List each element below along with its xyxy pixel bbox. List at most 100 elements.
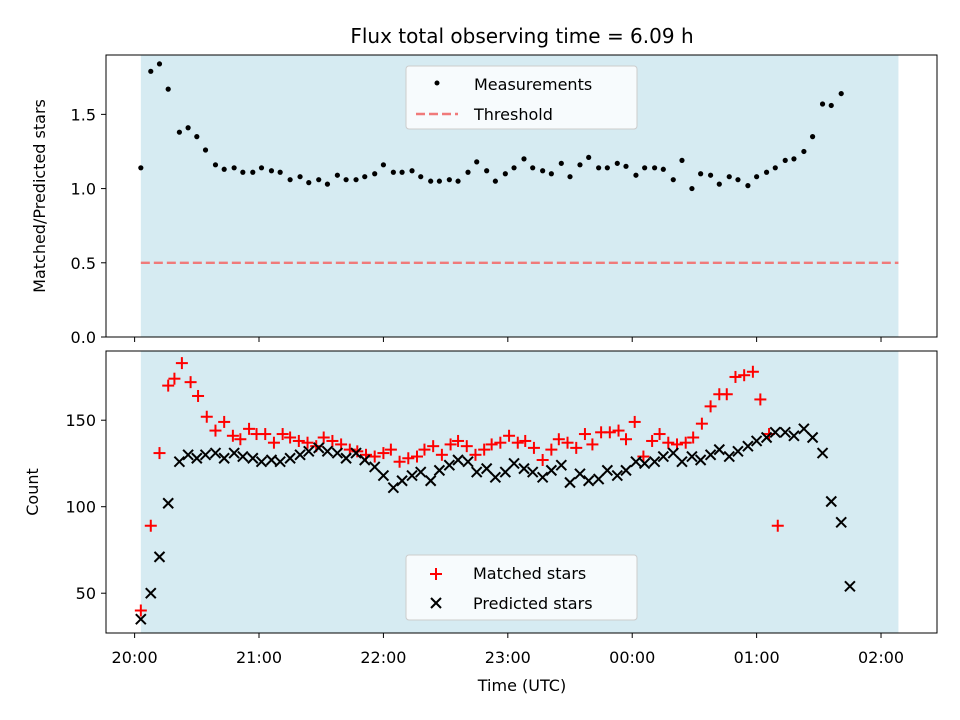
matched-star-point — [662, 436, 675, 449]
legend-measurements-marker — [434, 80, 440, 86]
measurement-point — [492, 178, 498, 184]
predicted-star-point — [265, 454, 278, 466]
measurement-point — [176, 129, 182, 135]
matched-star-point — [637, 450, 650, 463]
predicted-star-point — [769, 426, 781, 439]
measurement-point — [277, 169, 283, 175]
predicted-star-point — [835, 516, 847, 528]
matched-star-point — [586, 438, 599, 451]
matched-star-point — [317, 431, 330, 444]
bottom-x-tick-label: 22:00 — [360, 648, 406, 667]
measurement-point — [596, 165, 602, 171]
predicted-star-point — [303, 445, 315, 458]
predicted-star-point — [162, 497, 174, 509]
matched-star-point — [326, 434, 339, 447]
top-legend: Measurements Threshold — [405, 65, 638, 130]
measurement-point — [287, 177, 293, 183]
measurement-point — [679, 157, 685, 163]
measurement-point — [689, 185, 695, 192]
matched-star-point — [184, 376, 197, 389]
measurement-point — [484, 168, 490, 174]
measurement-point — [670, 177, 676, 183]
matched-star-point — [687, 431, 700, 444]
predicted-star-point — [313, 442, 325, 454]
measurement-point — [614, 160, 620, 166]
bottom-x-tick-label: 21:00 — [236, 648, 282, 667]
predicted-star-point — [676, 456, 688, 468]
measurement-point — [623, 163, 629, 169]
measurement-point — [202, 147, 209, 153]
predicted-star-point — [173, 456, 186, 468]
measurement-point — [306, 180, 312, 186]
matched-star-point — [545, 443, 558, 456]
matched-star-point — [738, 369, 751, 382]
predicted-star-point — [844, 580, 856, 592]
matched-star-point — [695, 417, 708, 430]
matched-star-point — [771, 519, 784, 532]
predicted-star-point — [247, 452, 259, 464]
predicted-star-point — [274, 456, 286, 468]
measurement-point — [548, 171, 554, 177]
measurement-point — [362, 174, 368, 180]
predicted-star-point — [648, 456, 661, 468]
predicted-star-point — [396, 475, 408, 487]
matched-star-point — [276, 428, 289, 441]
matched-star-point — [503, 429, 516, 442]
bottom-y-axis-label: Count — [23, 468, 42, 516]
measurement-point — [343, 177, 349, 183]
predicted-star-point — [779, 426, 791, 439]
matched-star-point — [427, 440, 440, 453]
bottom-x-axis-label: Time (UTC) — [477, 676, 566, 695]
matched-star-point — [218, 415, 231, 428]
measurement-point — [502, 171, 508, 177]
predicted-star-point — [237, 450, 249, 463]
predicted-star-point — [471, 466, 483, 478]
bottom-y-tick-label: 100 — [65, 498, 96, 517]
predicted-star-point — [742, 440, 754, 452]
predicted-star-point — [750, 435, 763, 447]
matched-star-point — [704, 400, 717, 413]
matched-star-point — [729, 370, 742, 383]
bottom-x-axis: 20:00 21:00 22:00 23:00 00:00 01:00 02:00 — [112, 633, 904, 667]
measurement-point — [809, 134, 816, 140]
predicted-star-point — [574, 468, 586, 480]
matched-star-point — [175, 357, 188, 370]
measurement-point — [194, 134, 200, 140]
legend-matched-marker — [430, 568, 442, 580]
predicted-star-point — [321, 445, 334, 458]
predicted-star-point — [433, 464, 446, 477]
predicted-star-point — [704, 449, 717, 461]
measurement-point — [380, 162, 387, 168]
matched-star-point — [284, 431, 297, 444]
matched-star-point — [444, 438, 457, 451]
predicted-star-point — [667, 447, 679, 459]
matched-star-point — [243, 422, 256, 435]
predicted-star-point — [377, 469, 390, 482]
top-plot-frame — [105, 54, 938, 338]
predicted-star-point — [723, 450, 735, 463]
predicted-star-point — [518, 462, 530, 475]
measurement-point — [698, 171, 704, 177]
matched-star-point — [603, 426, 616, 439]
predicted-star-point — [182, 449, 194, 461]
measurement-point — [297, 174, 303, 180]
matched-star-point — [519, 434, 532, 447]
matched-star-point — [612, 424, 625, 437]
matched-star-point — [144, 519, 157, 532]
matched-star-point — [377, 447, 390, 460]
predicted-star-point — [806, 431, 819, 444]
matched-star-point — [469, 448, 482, 461]
bottom-x-tick-label: 01:00 — [734, 648, 780, 667]
matched-star-point — [393, 455, 406, 468]
top-panel: 0.0 0.5 1.0 1.5 Matched/Predicted stars Mea… — [30, 54, 938, 347]
measurement-point — [353, 177, 359, 183]
matched-star-point — [619, 433, 632, 446]
predicted-star-point — [638, 457, 651, 470]
matched-star-point — [460, 440, 473, 453]
predicted-star-point — [601, 464, 614, 477]
predicted-star-point — [564, 476, 576, 489]
predicted-star-point — [209, 447, 222, 459]
measurement-point — [604, 165, 610, 171]
top-y-tick-label: 1.5 — [71, 105, 96, 124]
predicted-star-point — [798, 423, 810, 435]
